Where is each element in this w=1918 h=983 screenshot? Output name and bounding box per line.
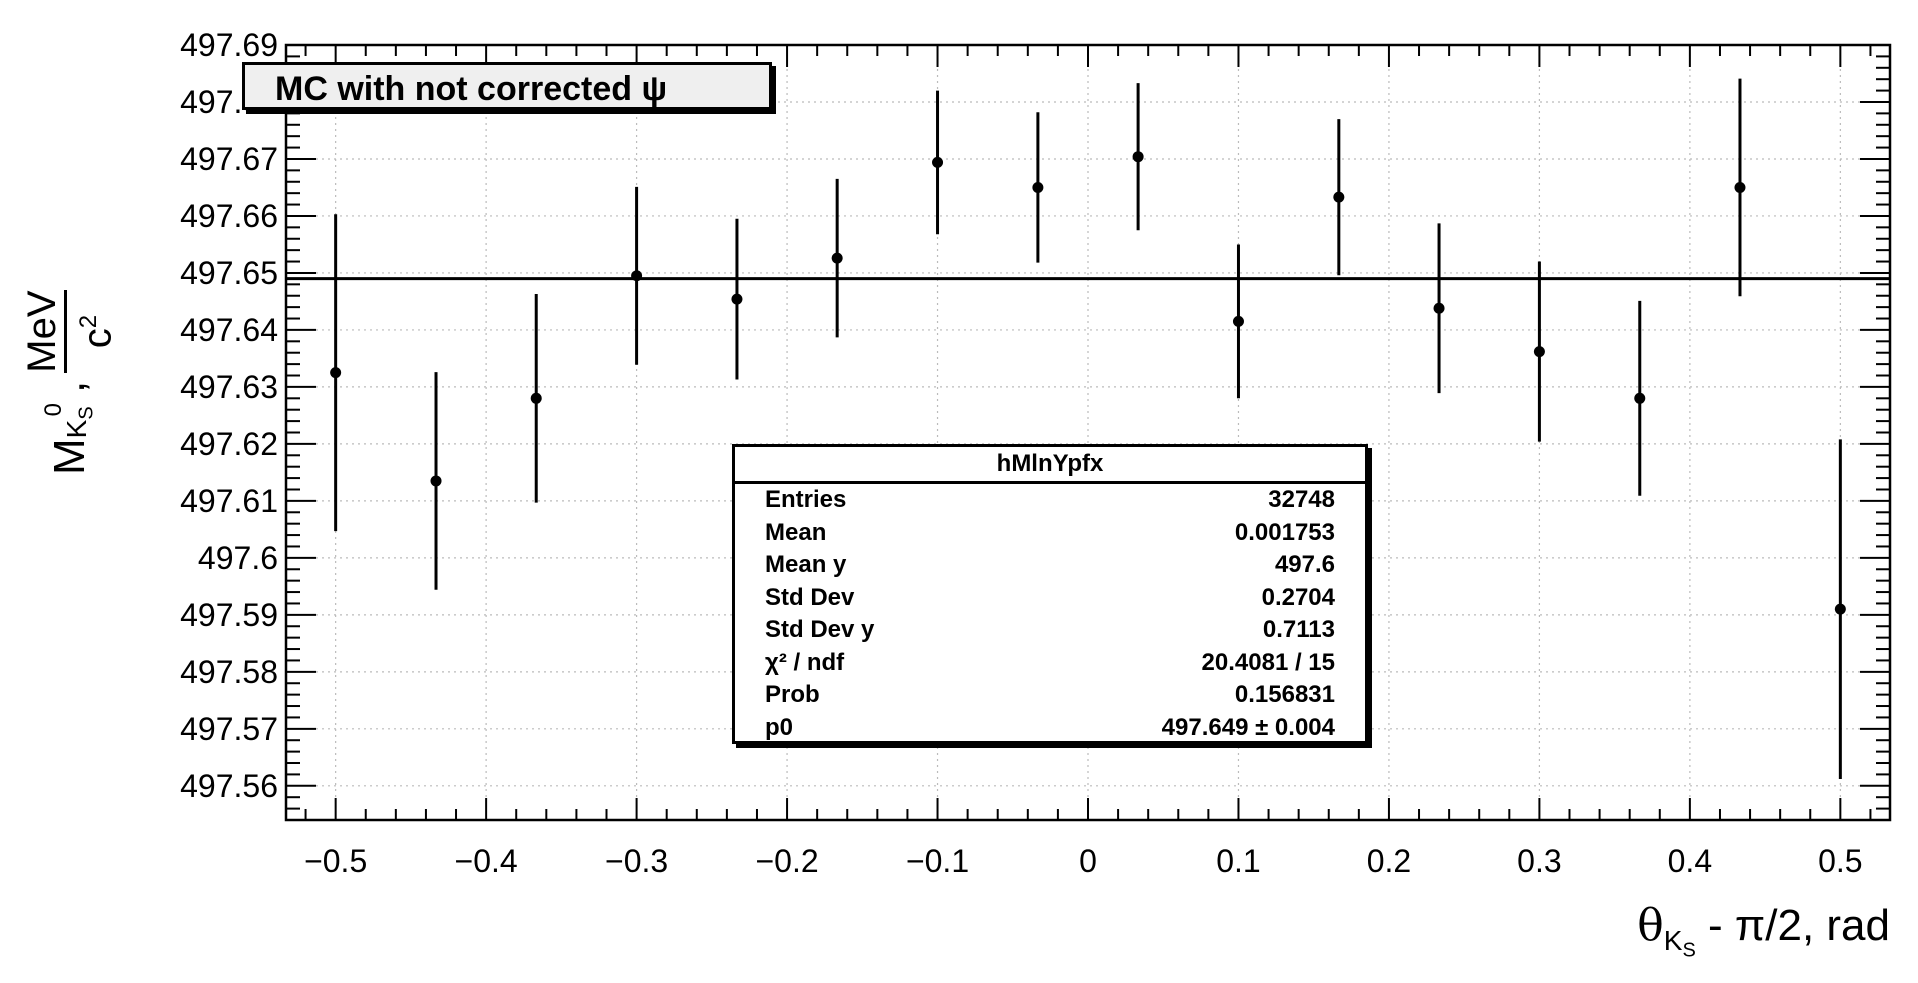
y-tick-label: 497.63 xyxy=(180,369,278,405)
y-axis-unit-den: c xyxy=(75,328,120,349)
x-tick-label: 0.1 xyxy=(1216,843,1260,879)
data-point xyxy=(1834,603,1846,615)
x-tick-label: −0.1 xyxy=(906,843,969,879)
axes: −0.5 −0.4 −0.3 −0.2 −0.1 0 0.1 0.2 0.3 0.4 0.5 497.… xyxy=(180,27,1892,879)
y-axis-unit-den-sup: 2 xyxy=(75,314,102,329)
stats-key: Entries xyxy=(765,486,847,513)
stats-row: χ² / ndf 20.4081 / 15 xyxy=(735,647,1365,680)
y-tick-label: 497.69 xyxy=(180,27,278,63)
stats-key: Prob xyxy=(765,681,820,708)
stats-value: 0.001753 xyxy=(1234,518,1335,546)
stats-value: 0.7113 xyxy=(1262,616,1335,643)
data-point xyxy=(330,367,342,379)
x-tick-label: −0.3 xyxy=(605,843,668,879)
stats-key: p0 xyxy=(765,713,794,741)
stats-value: 497.649 ± 0.004 xyxy=(1161,713,1335,741)
data-point xyxy=(1232,315,1244,327)
x-tick-label: 0.4 xyxy=(1668,843,1712,879)
x-axis-label: θKS - π/2, rad xyxy=(1637,900,1890,962)
y-tick-label: 497.57 xyxy=(180,711,278,747)
y-tick-label: 497.6 xyxy=(198,540,278,576)
data-points xyxy=(330,78,1846,779)
y-axis-subsub: S xyxy=(75,406,98,420)
data-point xyxy=(631,270,643,282)
y-tick-label: 497.61 xyxy=(180,483,278,519)
y-tick-label: 497.66 xyxy=(180,198,278,234)
stats-row: Std Dev y 0.7113 xyxy=(735,614,1365,647)
y-tick-label: 497.56 xyxy=(180,768,278,804)
x-tick-label: 0.3 xyxy=(1517,843,1561,879)
data-point xyxy=(1734,181,1746,193)
stats-key: χ² / ndf xyxy=(765,648,845,676)
stats-value: 497.6 xyxy=(1274,551,1335,578)
stats-row: p0 497.649 ± 0.004 xyxy=(735,712,1365,745)
stats-value: 0.2704 xyxy=(1261,583,1335,611)
x-tick-label: 0 xyxy=(1079,843,1097,879)
stats-row: Std Dev 0.2704 xyxy=(735,582,1365,615)
y-tick-label: 497.64 xyxy=(180,312,278,348)
y-tick-label: 497.67 xyxy=(180,141,278,177)
x-tick-label: −0.4 xyxy=(455,843,518,879)
y-axis-symbol: M xyxy=(44,438,94,475)
data-point xyxy=(1634,392,1646,404)
stats-key: Std Dev xyxy=(765,583,855,611)
y-tick-label: 497.62 xyxy=(180,426,278,462)
x-axis-symbol: θ xyxy=(1637,900,1664,951)
x-tick-label: 0.5 xyxy=(1818,843,1862,879)
data-point xyxy=(1333,191,1345,203)
data-point xyxy=(530,392,542,404)
stats-value: 0.156831 xyxy=(1234,681,1335,708)
y-axis-unit: MeV c2 xyxy=(20,290,120,373)
data-point xyxy=(1433,302,1445,314)
x-tick-label: 0.2 xyxy=(1367,843,1411,879)
stats-key: Mean xyxy=(765,518,827,546)
stats-key: Std Dev y xyxy=(765,616,875,643)
data-point xyxy=(1533,346,1545,358)
x-axis-subsub: S xyxy=(1682,939,1696,962)
data-point xyxy=(831,252,843,264)
y-axis-unit-num: MeV xyxy=(20,290,64,373)
stats-value: 20.4081 / 15 xyxy=(1201,648,1335,676)
y-tick-label: 497.59 xyxy=(180,597,278,633)
chart-title: MC with not corrected ψ xyxy=(242,62,772,110)
stats-row: Mean y 497.6 xyxy=(735,549,1365,582)
stats-row: Mean 0.001753 xyxy=(735,517,1365,550)
y-tick-label: 497.65 xyxy=(180,255,278,291)
x-tick-label: −0.5 xyxy=(304,843,367,879)
stats-box-title: hMlnYpfx xyxy=(735,447,1365,484)
y-tick-label: 497.58 xyxy=(180,654,278,690)
y-axis-sup: 0 xyxy=(39,402,67,417)
stats-box: hMlnYpfx Entries 32748 Mean 0.001753 Mean … xyxy=(732,444,1368,744)
data-point xyxy=(932,156,944,168)
data-point xyxy=(1132,151,1144,163)
stats-row: Entries 32748 xyxy=(735,484,1365,517)
data-point xyxy=(731,293,743,305)
stats-row: Prob 0.156831 xyxy=(735,679,1365,712)
data-point xyxy=(1032,181,1044,193)
stats-key: Mean y xyxy=(765,551,847,578)
y-axis-sep: , xyxy=(44,380,94,393)
y-axis-sub: K xyxy=(60,419,92,439)
x-axis-sub: K xyxy=(1663,924,1683,956)
stats-value: 32748 xyxy=(1268,486,1335,513)
x-tick-label: −0.2 xyxy=(755,843,818,879)
data-point xyxy=(430,475,442,487)
x-axis-rest: - π/2, rad xyxy=(1695,901,1890,950)
